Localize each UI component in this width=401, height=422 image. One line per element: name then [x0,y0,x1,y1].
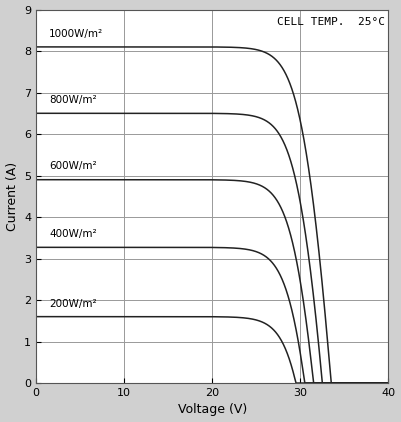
Text: 600W/m²: 600W/m² [49,161,97,171]
Text: 800W/m²: 800W/m² [49,95,97,105]
Text: 1000W/m²: 1000W/m² [49,29,103,39]
Text: 400W/m²: 400W/m² [49,230,97,239]
Text: 200W/m²: 200W/m² [49,299,97,309]
X-axis label: Voltage (V): Voltage (V) [178,403,247,417]
Text: CELL TEMP.  25°C: CELL TEMP. 25°C [277,17,385,27]
Y-axis label: Current (A): Current (A) [6,162,18,231]
